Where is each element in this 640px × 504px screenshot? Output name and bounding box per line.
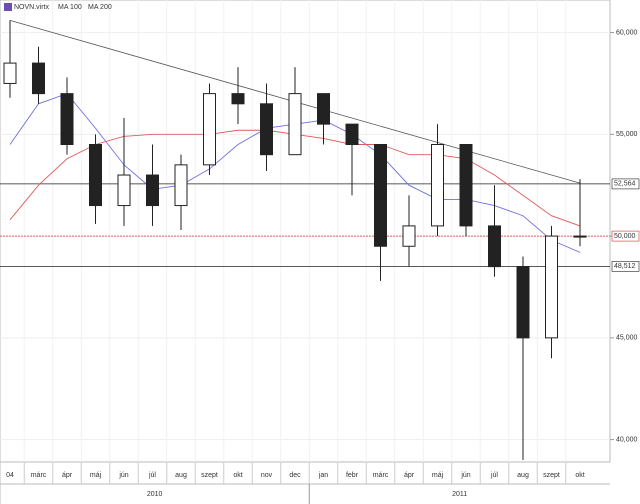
candle-body [431,144,444,227]
x-tick-label: jan [318,472,328,479]
x-tick-label: dec [289,472,301,479]
x-tick-label: máj [432,472,444,479]
x-tick-label: ápr [62,472,73,479]
x-tick-label: okt [233,472,242,479]
candle-body [231,93,245,105]
y-tick-label: 40,000 [616,436,638,443]
plot-area [0,0,611,463]
legend-icon [4,3,12,11]
x-tick-label: 04 [6,472,14,479]
x-tick-label: aug [175,472,187,479]
y-tick-label: 55,000 [616,131,638,138]
candle-body [545,235,558,339]
candle-body [516,266,530,339]
x-tick-label: aug [517,472,529,479]
candle-body [345,123,359,146]
candle-body [146,174,159,207]
x-tick-label: márc [31,472,47,479]
x-tick-label: júl [148,472,156,479]
candle-body [60,93,74,146]
x-tick-label: jún [118,472,128,479]
y-tick-label: 60,000 [616,29,638,36]
x-tick-label: júl [490,472,498,479]
x-tick-label: ápr [404,472,415,479]
legend-entry: MA 100 [58,4,82,11]
x-tick-label: okt [575,472,584,479]
candle-body [174,164,188,207]
year-label: 2010 [147,491,163,498]
candle-body [203,93,216,166]
level-label: 48,512 [614,263,636,270]
candle-body [573,235,587,238]
candle-body [459,144,473,227]
level-label: 50,000 [614,233,636,240]
x-tick-label: máj [90,472,102,479]
x-tick-label: nov [261,472,273,479]
level-label-box [611,261,640,272]
candle-body [402,225,416,247]
candle-body [89,144,102,207]
x-tick-label: szept [201,472,218,479]
level-label-box [611,230,640,242]
candle-body [3,62,17,84]
candle-body [117,174,131,207]
y-tick-label: 45,000 [616,335,638,342]
level-label: 52,564 [614,181,636,188]
candle-body [488,225,501,268]
candle-body [288,93,302,156]
year-label: 2011 [452,491,467,498]
x-tick-label: jún [460,472,470,479]
legend-entry: MA 200 [88,4,112,11]
legend-entry: NOVN.virtx [14,4,50,11]
level-label-box [611,178,640,190]
candle-body [374,144,387,247]
x-tick-label: szept [543,472,560,479]
x-tick-label: márc [373,472,389,479]
x-tick-label: febr [346,472,359,479]
candle-body [317,93,330,125]
candle-body [260,103,273,156]
candle-body [32,62,45,95]
